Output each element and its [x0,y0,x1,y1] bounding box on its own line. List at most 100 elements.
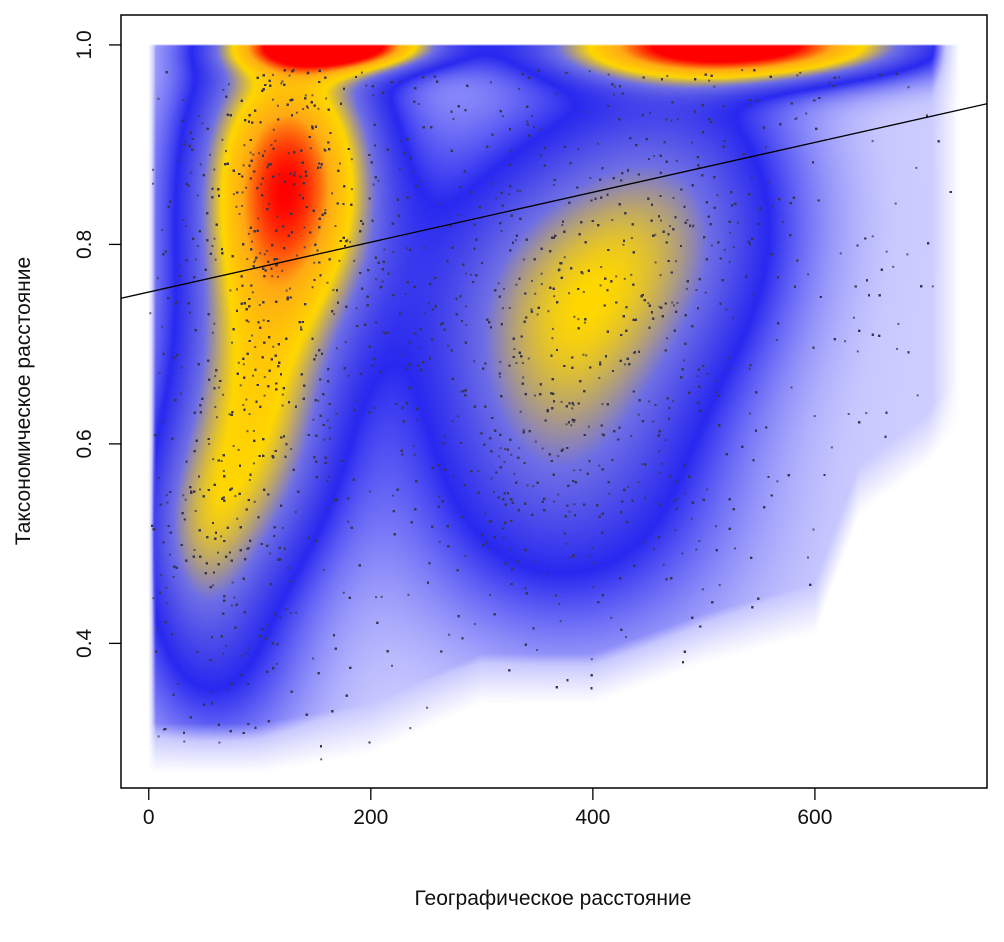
data-point [152,182,155,185]
data-point [353,259,356,262]
data-point [333,313,336,316]
data-point [698,540,701,542]
data-point [311,94,314,97]
data-point [335,412,338,415]
data-point [252,429,255,432]
data-point [427,302,430,305]
data-point [519,410,522,413]
data-point [281,404,284,407]
data-point [158,372,161,374]
data-point [258,304,261,306]
data-point [328,475,331,478]
data-point [531,279,533,282]
data-point [252,462,255,465]
data-point [509,548,512,551]
data-point [231,581,234,584]
data-point [383,248,386,251]
data-point [241,191,244,194]
data-point [479,432,482,435]
data-point [276,215,279,218]
data-point [211,331,214,334]
data-point [263,376,266,379]
data-point [412,170,415,173]
data-point [632,351,635,354]
data-point [263,253,266,256]
data-point [585,354,588,357]
data-point [670,119,673,122]
data-point [464,555,467,558]
data-point [227,83,230,86]
data-point [516,189,519,192]
data-point [553,295,556,298]
data-point [534,440,537,443]
data-point [641,463,644,466]
data-point [541,447,544,450]
data-point [658,305,661,308]
data-point [561,224,564,227]
data-point [534,561,537,563]
data-point [675,260,677,263]
data-point [590,658,593,661]
data-point [328,426,331,429]
data-point [285,608,288,611]
data-point [658,471,661,474]
data-point [706,488,708,491]
data-point [748,367,751,370]
data-point [624,363,626,366]
data-point [557,493,560,496]
data-point [708,79,711,82]
data-point [627,486,630,488]
data-point [254,346,257,349]
data-point [741,69,744,72]
data-point [488,547,491,550]
data-point [199,488,201,491]
data-point [347,374,350,377]
data-point [782,221,785,224]
data-point [375,278,377,281]
data-point [438,495,441,498]
data-point [222,393,225,396]
data-point [715,525,717,528]
data-point [906,253,909,256]
data-point [534,292,537,295]
data-point [313,261,316,264]
data-point [551,327,554,330]
data-point [704,291,707,294]
data-point [258,152,261,155]
data-point [551,337,554,340]
data-point [265,623,268,626]
data-point [328,437,331,440]
data-point [897,322,900,325]
data-point [248,479,251,481]
data-point [190,171,193,174]
data-point [615,275,618,278]
data-point [251,334,254,337]
data-point [253,261,256,264]
data-point [222,652,225,655]
data-point [412,445,415,448]
data-point [303,226,306,229]
data-point [584,111,587,113]
data-point [226,688,229,691]
data-point [290,448,293,451]
data-point [847,413,850,415]
data-point [871,140,874,143]
data-point [648,400,651,403]
data-point [197,115,200,118]
data-point [828,81,831,84]
data-point [257,217,260,220]
data-point [281,269,284,272]
data-point [232,193,235,196]
data-point [807,273,810,276]
data-point [213,168,216,171]
data-point [734,547,736,550]
data-point [489,81,492,84]
data-point [312,418,315,421]
data-point [350,158,353,161]
data-point [518,447,521,450]
data-point [317,399,320,402]
data-point [491,182,494,185]
data-point [564,72,567,75]
data-point [262,319,265,322]
data-point [338,259,341,262]
